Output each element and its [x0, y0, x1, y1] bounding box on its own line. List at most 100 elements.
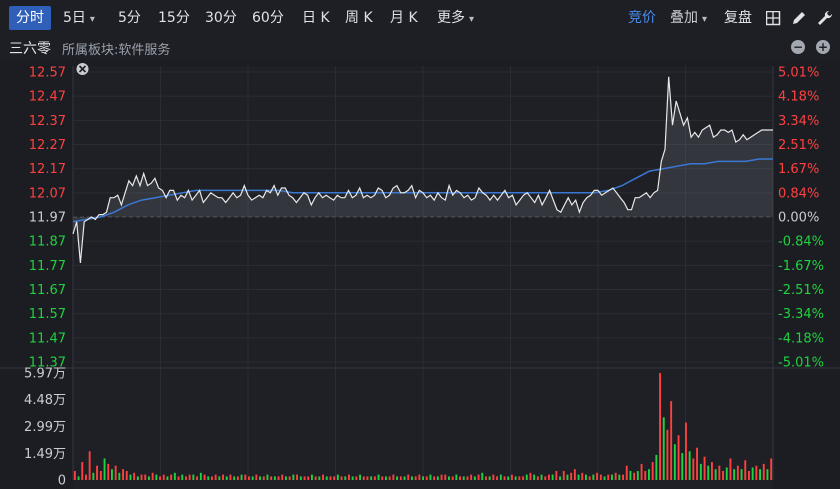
- sector-label[interactable]: 所属板块:软件服务: [62, 43, 171, 58]
- price-tick-label: 12.07: [29, 186, 66, 201]
- volume-bar: [118, 472, 121, 480]
- tab-3[interactable]: 15分: [158, 6, 190, 30]
- price-tick-label: 12.47: [29, 90, 66, 105]
- volume-bar: [525, 474, 528, 480]
- volume-bar: [614, 472, 617, 480]
- volume-bar: [373, 476, 376, 480]
- tab-1[interactable]: 5日 ▾: [63, 6, 95, 30]
- tab-9[interactable]: 更多 ▾: [437, 6, 474, 30]
- tab-0[interactable]: 分时: [9, 6, 51, 30]
- volume-bar: [388, 476, 391, 480]
- volume-bar: [636, 471, 639, 480]
- volume-bar: [251, 476, 254, 480]
- stock-name[interactable]: 三六零: [9, 41, 51, 57]
- pct-tick-label: -4.18%: [778, 331, 824, 346]
- grid-icon[interactable]: [766, 11, 781, 26]
- volume-bar: [433, 476, 436, 480]
- volume-bar: [544, 476, 547, 480]
- pen-icon[interactable]: [791, 10, 806, 26]
- volume-bar: [592, 474, 595, 480]
- volume-bar: [425, 476, 428, 480]
- close-chart-icon[interactable]: [76, 63, 89, 75]
- volume-bar: [359, 474, 361, 480]
- volume-bar: [159, 476, 161, 480]
- volume-bar: [496, 476, 498, 480]
- volume-bar: [473, 476, 476, 480]
- volume-bar: [685, 422, 687, 480]
- volume-bars: [73, 373, 773, 480]
- volume-bar: [459, 476, 461, 480]
- volume-bar: [607, 474, 610, 480]
- volume-bar: [511, 474, 513, 480]
- volume-bar: [736, 465, 739, 480]
- volume-bar: [151, 472, 154, 480]
- price-tick-label: 11.37: [29, 356, 66, 371]
- chevron-down-icon: ▾: [469, 14, 475, 25]
- volume-bar: [707, 465, 710, 480]
- volume-bar: [488, 476, 491, 480]
- volume-bar: [392, 474, 395, 480]
- volume-bar: [362, 476, 365, 480]
- volume-bar: [77, 476, 80, 480]
- volume-bar: [625, 465, 628, 480]
- minus-circle-icon[interactable]: −: [791, 40, 805, 54]
- volume-bar: [755, 465, 758, 480]
- price-tick-label: 11.87: [29, 235, 66, 250]
- tab-label: 5日: [63, 10, 86, 26]
- volume-bar: [185, 476, 187, 480]
- volume-bar: [111, 469, 113, 480]
- overlay-button[interactable]: 叠加 ▾: [670, 6, 707, 30]
- tab-2[interactable]: 5分: [118, 6, 141, 30]
- tab-label: 周 K: [345, 10, 373, 26]
- volume-bar: [507, 476, 510, 480]
- volume-bar: [114, 465, 117, 480]
- volume-bar: [529, 472, 532, 480]
- price-line: [72, 76, 773, 263]
- volume-tick-label: 2.99万: [24, 420, 66, 435]
- volume-bar: [273, 476, 276, 480]
- volume-bar: [688, 451, 691, 480]
- volume-bar: [285, 476, 287, 480]
- volume-bar: [155, 474, 158, 480]
- tab-7[interactable]: 周 K: [345, 6, 373, 30]
- volume-bar: [551, 474, 554, 480]
- tab-6[interactable]: 日 K: [302, 6, 330, 30]
- volume-bar: [696, 447, 698, 480]
- volume-bar: [451, 476, 454, 480]
- wrench-icon[interactable]: [817, 10, 833, 26]
- tab-5[interactable]: 60分: [252, 6, 284, 30]
- bidding-toggle[interactable]: 竞价: [628, 10, 656, 26]
- volume-bar: [477, 474, 480, 480]
- volume-bar: [633, 472, 636, 480]
- price-tick-label: 12.27: [29, 138, 66, 153]
- tab-4[interactable]: 30分: [205, 6, 237, 30]
- price-tick-label: 12.37: [29, 114, 66, 129]
- tab-label: 15分: [158, 10, 190, 26]
- volume-bar: [192, 474, 195, 480]
- volume-bar: [577, 474, 580, 480]
- volume-bar: [107, 463, 110, 480]
- volume-bar: [96, 465, 98, 480]
- volume-bar: [322, 474, 324, 480]
- volume-bar: [648, 469, 650, 480]
- volume-bar: [644, 471, 647, 480]
- chart-lines: [72, 76, 773, 263]
- volume-bar: [470, 474, 473, 480]
- volume-bar: [751, 467, 754, 480]
- volume-bar: [481, 472, 484, 480]
- volume-bar: [414, 476, 417, 480]
- volume-bar: [399, 476, 402, 480]
- volume-bar: [403, 476, 406, 480]
- tab-8[interactable]: 月 K: [390, 6, 418, 30]
- volume-bar: [570, 472, 573, 480]
- axis-labels: 12.57 5.01% 12.47 4.18% 12.37 3.34% 12.27 2.51%…: [24, 66, 824, 489]
- volume-bar: [288, 476, 291, 480]
- volume-bar: [585, 474, 587, 480]
- volume-tick-label: 4.48万: [24, 393, 66, 408]
- restore-button[interactable]: 复盘: [724, 10, 752, 26]
- pct-tick-label: 0.00%: [778, 211, 819, 226]
- volume-bar: [655, 454, 658, 480]
- tab-label: 更多: [437, 10, 465, 26]
- price-tick-label: 11.77: [29, 259, 66, 274]
- plus-circle-icon[interactable]: +: [816, 40, 830, 54]
